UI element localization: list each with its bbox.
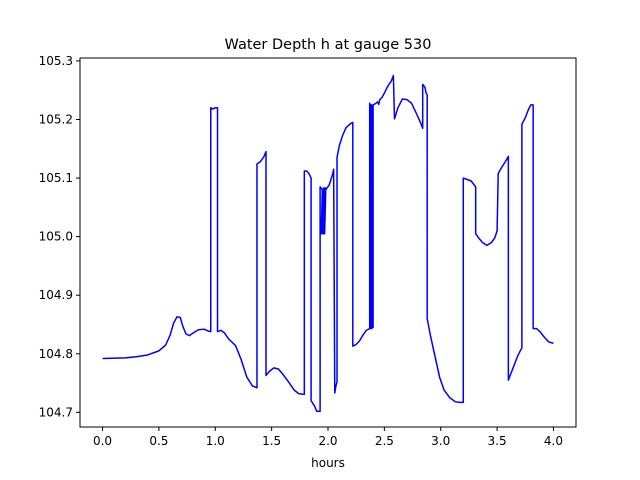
x-tick-label: 0.5	[149, 434, 168, 448]
x-tick-label: 3.5	[488, 434, 507, 448]
x-tick-label: 2.5	[375, 434, 394, 448]
y-tick-label: 104.7	[39, 405, 73, 419]
x-tick-label: 1.0	[206, 434, 225, 448]
y-tick-label: 104.9	[39, 288, 73, 302]
y-tick-label: 105.2	[39, 113, 73, 127]
chart-title: Water Depth h at gauge 530	[225, 37, 432, 53]
y-tick-label: 104.8	[39, 347, 73, 361]
x-tick-label: 1.5	[262, 434, 281, 448]
x-axis-label: hours	[311, 456, 345, 470]
y-tick-label: 105.0	[39, 230, 73, 244]
y-axis: 104.7 104.8 104.9 105.0 105.1 105.2 105.3	[39, 54, 80, 419]
series-line	[102, 74, 554, 412]
y-tick-label: 105.3	[39, 54, 73, 68]
y-tick-label: 105.1	[39, 171, 73, 185]
x-axis: 0.0 0.5 1.0 1.5 2.0 2.5 3.0 3.5 4.0	[93, 427, 563, 448]
x-tick-label: 4.0	[544, 434, 563, 448]
x-tick-label: 0.0	[93, 434, 112, 448]
x-tick-label: 2.0	[318, 434, 337, 448]
x-tick-label: 3.0	[431, 434, 450, 448]
